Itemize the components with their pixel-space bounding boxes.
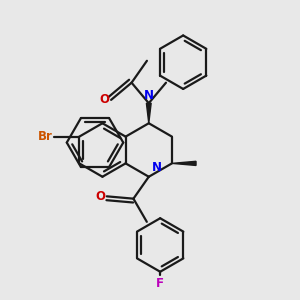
Text: O: O	[95, 190, 105, 203]
Polygon shape	[172, 161, 196, 166]
Text: N: N	[144, 89, 154, 102]
Text: F: F	[156, 277, 164, 290]
Polygon shape	[146, 103, 151, 123]
Text: O: O	[100, 93, 110, 106]
Text: Br: Br	[38, 130, 52, 143]
Text: N: N	[152, 161, 162, 174]
